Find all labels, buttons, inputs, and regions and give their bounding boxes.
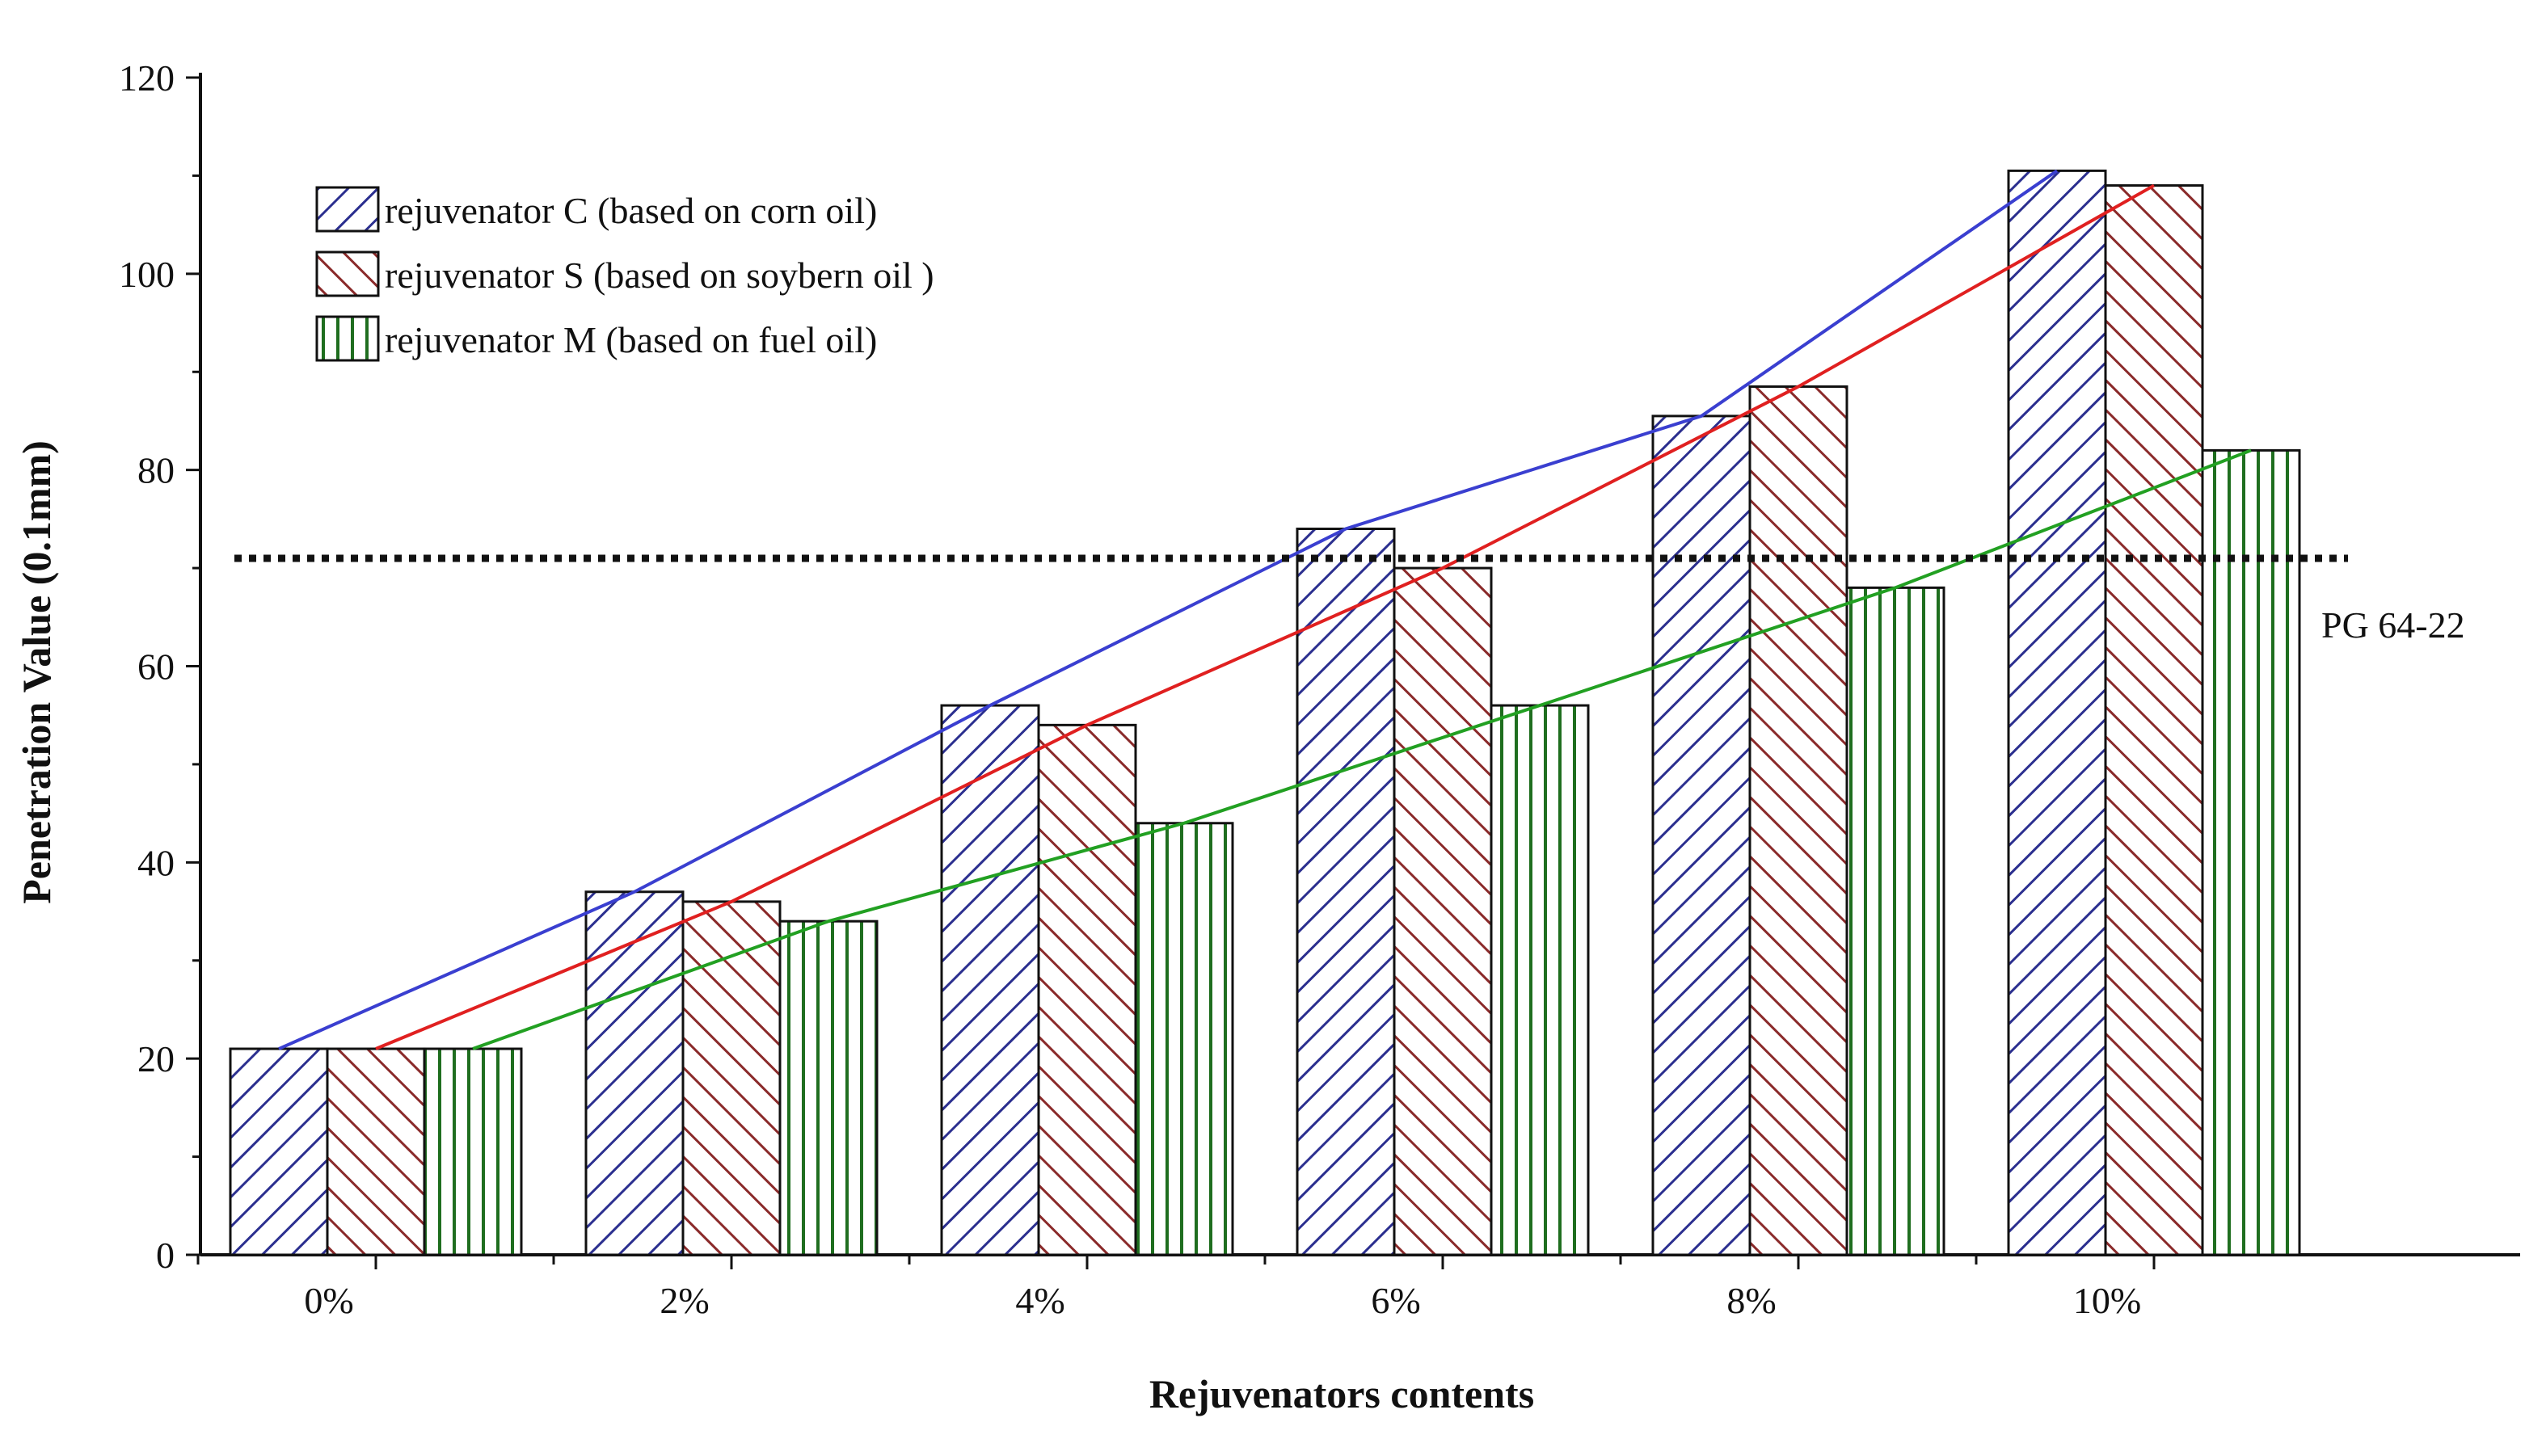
bar-2-4pct xyxy=(1037,723,1137,1256)
bar-3-2pct xyxy=(778,919,879,1256)
bar-2-0pct xyxy=(326,1047,426,1256)
bar-2-2pct xyxy=(681,900,782,1256)
trend-line-series-3 xyxy=(472,448,2252,1050)
x-tick-label: 6% xyxy=(1371,1280,1420,1321)
bar-3-8pct xyxy=(1845,586,1945,1256)
bar-1-6pct xyxy=(1296,528,1396,1256)
x-tick-label: 0% xyxy=(304,1280,353,1321)
legend: rejuvenator C (based on corn oil) rejuven… xyxy=(315,186,934,362)
bar-3-4pct xyxy=(1134,822,1234,1256)
x-axis-title: Rejuvenators contents xyxy=(1149,1371,1534,1416)
bar-1-8pct xyxy=(1651,414,1751,1256)
trend-line-series-1 xyxy=(278,169,2059,1050)
y-tick-label: 20 xyxy=(137,1038,175,1079)
trend-lines xyxy=(278,169,2252,1050)
legend-swatch-1 xyxy=(315,186,380,233)
y-tick-label: 60 xyxy=(137,646,175,688)
bar-1-4pct xyxy=(940,704,1040,1256)
reference-line-label: PG 64-22 xyxy=(2321,604,2465,646)
bar-3-6pct xyxy=(1490,704,1590,1256)
legend-swatch-3 xyxy=(315,315,380,362)
trend-line-series-2 xyxy=(375,183,2155,1050)
bar-1-10pct xyxy=(2007,169,2107,1256)
x-tick-label: 2% xyxy=(660,1280,709,1321)
y-tick-label: 0 xyxy=(156,1235,175,1276)
y-tick-label: 80 xyxy=(137,450,175,491)
y-tick-label: 100 xyxy=(119,254,175,295)
legend-swatch-2 xyxy=(315,250,380,297)
bar-2-8pct xyxy=(1748,385,1848,1256)
x-tick-label: 4% xyxy=(1015,1280,1064,1321)
y-tick-label: 40 xyxy=(137,842,175,883)
reference-line-group: PG 64-22 xyxy=(234,554,2465,646)
legend-label-1: rejuvenator C (based on corn oil) xyxy=(385,190,877,231)
y-axis-title: Penetration Value (0.1mm) xyxy=(14,440,59,904)
x-tick-label: 8% xyxy=(1726,1280,1776,1321)
y-tick-label: 120 xyxy=(119,57,175,99)
x-tick-label: 10% xyxy=(2073,1280,2141,1321)
bar-1-2pct xyxy=(584,890,685,1256)
legend-label-2: rejuvenator S (based on soybern oil ) xyxy=(385,255,934,296)
legend-label-3: rejuvenator M (based on fuel oil) xyxy=(385,319,877,360)
bar-2-10pct xyxy=(2104,184,2204,1256)
bar-3-0pct xyxy=(423,1047,523,1256)
bar-2-6pct xyxy=(1393,566,1493,1256)
bar-3-10pct xyxy=(2201,448,2301,1256)
bar-1-0pct xyxy=(229,1047,329,1256)
